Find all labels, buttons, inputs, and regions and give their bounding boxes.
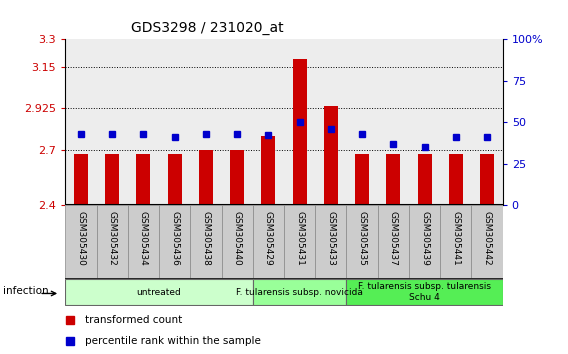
Bar: [440, 39, 471, 205]
Bar: [159, 39, 190, 205]
Bar: [471, 205, 503, 278]
Text: GSM305442: GSM305442: [483, 211, 491, 266]
Bar: [346, 205, 378, 278]
Bar: [378, 205, 409, 278]
Text: GSM305434: GSM305434: [139, 211, 148, 266]
Bar: [97, 205, 128, 278]
FancyBboxPatch shape: [253, 279, 346, 305]
Bar: [409, 39, 440, 205]
Bar: [315, 39, 346, 205]
Bar: [128, 39, 159, 205]
Bar: [253, 39, 284, 205]
Text: untreated: untreated: [137, 287, 181, 297]
Bar: [136, 154, 151, 205]
Text: infection: infection: [3, 286, 49, 296]
Text: F. tularensis subsp. novicida: F. tularensis subsp. novicida: [236, 287, 363, 297]
Text: GDS3298 / 231020_at: GDS3298 / 231020_at: [131, 21, 283, 35]
Text: GSM305438: GSM305438: [202, 211, 210, 266]
Bar: [74, 154, 88, 205]
Bar: [346, 39, 378, 205]
Text: GSM305436: GSM305436: [170, 211, 179, 266]
Bar: [471, 39, 503, 205]
Text: percentile rank within the sample: percentile rank within the sample: [85, 336, 261, 346]
Bar: [409, 205, 440, 278]
Text: GSM305437: GSM305437: [389, 211, 398, 266]
Bar: [440, 205, 471, 278]
Bar: [284, 205, 315, 278]
Bar: [261, 136, 275, 205]
Text: GSM305433: GSM305433: [327, 211, 335, 266]
Bar: [128, 205, 159, 278]
Text: transformed count: transformed count: [85, 315, 182, 325]
Text: GSM305440: GSM305440: [233, 211, 241, 266]
Text: GSM305439: GSM305439: [420, 211, 429, 266]
Bar: [324, 107, 338, 205]
Bar: [190, 205, 222, 278]
Bar: [97, 39, 128, 205]
Bar: [378, 39, 409, 205]
FancyBboxPatch shape: [346, 279, 503, 305]
Bar: [65, 205, 97, 278]
Text: GSM305435: GSM305435: [358, 211, 366, 266]
Bar: [386, 154, 400, 205]
Text: F. tularensis subsp. tularensis
Schu 4: F. tularensis subsp. tularensis Schu 4: [358, 282, 491, 302]
Text: GSM305431: GSM305431: [295, 211, 304, 266]
Text: GSM305429: GSM305429: [264, 211, 273, 266]
Bar: [168, 154, 182, 205]
Bar: [199, 150, 213, 205]
Bar: [449, 154, 463, 205]
Bar: [355, 154, 369, 205]
Text: GSM305432: GSM305432: [108, 211, 116, 266]
Bar: [315, 205, 346, 278]
Bar: [105, 154, 119, 205]
Bar: [293, 59, 307, 205]
Bar: [230, 150, 244, 205]
Bar: [65, 39, 97, 205]
Bar: [480, 154, 494, 205]
Bar: [190, 39, 222, 205]
Text: GSM305441: GSM305441: [452, 211, 460, 266]
FancyBboxPatch shape: [65, 279, 253, 305]
Bar: [222, 39, 253, 205]
Bar: [159, 205, 190, 278]
Text: GSM305430: GSM305430: [77, 211, 85, 266]
Bar: [284, 39, 315, 205]
Bar: [253, 205, 284, 278]
Bar: [417, 154, 432, 205]
Bar: [222, 205, 253, 278]
